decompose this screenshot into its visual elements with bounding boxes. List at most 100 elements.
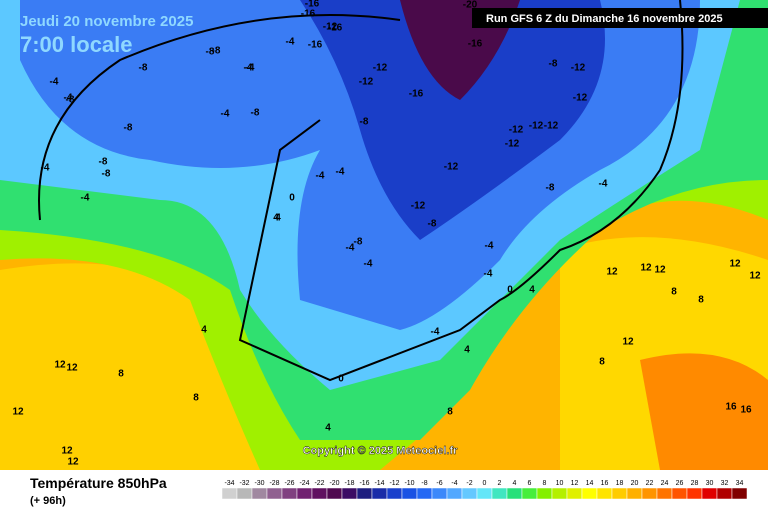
- isotherm-label: -4: [246, 63, 255, 74]
- isotherm-label: -8: [354, 237, 363, 248]
- isotherm-label: 4: [325, 423, 331, 434]
- scale-swatch: [371, 487, 388, 500]
- isotherm-label: -4: [244, 63, 253, 74]
- isotherm-label: -4: [316, 171, 325, 182]
- isotherm-label: -16: [468, 39, 483, 50]
- isotherm-label: 4: [464, 345, 470, 356]
- forecast-lead: (+ 96h): [30, 495, 66, 507]
- isotherm-label: -4: [64, 93, 73, 104]
- isotherm-label: 0: [507, 285, 513, 296]
- scale-label: 10: [556, 480, 564, 487]
- isotherm-label: -16: [308, 40, 323, 51]
- isotherm-label: 16: [740, 405, 752, 416]
- isotherm-label: 8: [118, 369, 124, 380]
- scale-swatch: [236, 487, 253, 500]
- isotherm-label: -12: [373, 63, 388, 74]
- scale-swatch: [731, 487, 748, 500]
- scale-label: -24: [299, 480, 309, 487]
- scale-label: 16: [601, 480, 609, 487]
- isotherm-label: 4: [275, 213, 281, 224]
- isotherm-label: -12: [573, 93, 588, 104]
- scale-label: -34: [224, 480, 234, 487]
- isotherm-label: -8: [124, 123, 133, 134]
- scale-label: 30: [706, 480, 714, 487]
- isotherm-label: -8: [206, 47, 215, 58]
- scale-swatch: [311, 487, 328, 500]
- isotherm-label: 12: [640, 263, 652, 274]
- scale-label: -10: [404, 480, 414, 487]
- scale-swatch: [551, 487, 568, 500]
- isotherm-label: -12: [505, 139, 520, 150]
- scale-swatch: [701, 487, 718, 500]
- isotherm-label: -4: [485, 241, 494, 252]
- scale-swatch: [296, 487, 313, 500]
- scale-swatch: [266, 487, 283, 500]
- isotherm-label: -12: [529, 121, 544, 132]
- isotherm-label: 12: [67, 457, 79, 468]
- copyright: Copyright © 2025 Meteociel.fr: [303, 445, 459, 457]
- isotherm-label: 16: [725, 402, 737, 413]
- scale-swatch: [506, 487, 523, 500]
- scale-label: -8: [421, 480, 427, 487]
- scale-swatch: [686, 487, 703, 500]
- scale-label: -20: [329, 480, 339, 487]
- run-box: [472, 8, 768, 28]
- scale-label: 22: [646, 480, 654, 487]
- frigid-zone: [300, 0, 605, 240]
- isotherm-label: 8: [599, 357, 605, 368]
- scale-label: 0: [483, 480, 487, 487]
- scale-swatch: [431, 487, 448, 500]
- scale-label: -30: [254, 480, 264, 487]
- isotherm-label: 4: [201, 325, 207, 336]
- isotherm-label: -16: [305, 0, 320, 10]
- scale-swatch: [536, 487, 553, 500]
- scale-swatch: [716, 487, 733, 500]
- scale-swatch: [221, 487, 238, 500]
- scale-label: -12: [389, 480, 399, 487]
- scale-label: 4: [513, 480, 517, 487]
- isotherm-label: 0: [338, 374, 344, 385]
- scale-swatch: [626, 487, 643, 500]
- scale-label: 14: [586, 480, 594, 487]
- scale-swatch: [281, 487, 298, 500]
- isotherm-label: -12: [359, 77, 374, 88]
- scale-swatch: [671, 487, 688, 500]
- isotherm-label: -4: [221, 109, 230, 120]
- isotherm-label: 12: [729, 259, 741, 270]
- isotherm-label: -12: [509, 125, 524, 136]
- isotherm-label: -8: [66, 95, 75, 106]
- isotherm-label: 12: [622, 337, 634, 348]
- scale-label: 24: [661, 480, 669, 487]
- isotherm-label: -4: [346, 243, 355, 254]
- valid-time: 7:00 locale: [20, 32, 133, 57]
- isotherm-zero: [38, 0, 684, 382]
- color-scale: -34 -32 -30 -28 -26 -24 -22 -20 -18 -16 -14 -12 -10-…: [221, 480, 748, 500]
- isotherm-label: -4: [81, 193, 90, 204]
- isotherm-label: 12: [606, 267, 618, 278]
- isotherm-label: -12: [411, 201, 426, 212]
- scale-swatch: [596, 487, 613, 500]
- isotherm-label: -8: [251, 108, 260, 119]
- isotherm-label: -20: [463, 0, 478, 11]
- isotherm-label: 12: [61, 446, 73, 457]
- isotherm-label: -16: [301, 9, 316, 20]
- isotherm-label: -4: [41, 163, 50, 174]
- isotherm-label: 8: [698, 295, 704, 306]
- scale-label: -4: [451, 480, 457, 487]
- scale-swatch: [491, 487, 508, 500]
- isotherm-label: -12: [444, 162, 459, 173]
- scale-label: 32: [721, 480, 729, 487]
- scale-label: 20: [631, 480, 639, 487]
- warm-zone: [0, 263, 380, 470]
- scale-swatch: [581, 487, 598, 500]
- isotherm-label: 12: [749, 271, 761, 282]
- isotherm-label: 4: [529, 285, 535, 296]
- isotherm-label: -8: [428, 219, 437, 230]
- isotherm-label: -16: [328, 23, 343, 34]
- isotherm-label: -4: [336, 167, 345, 178]
- isotherm-label: -12: [323, 22, 338, 33]
- scale-label: -18: [344, 480, 354, 487]
- scale-label: -28: [269, 480, 279, 487]
- scale-label: 6: [528, 480, 532, 487]
- scale-swatch: [461, 487, 478, 500]
